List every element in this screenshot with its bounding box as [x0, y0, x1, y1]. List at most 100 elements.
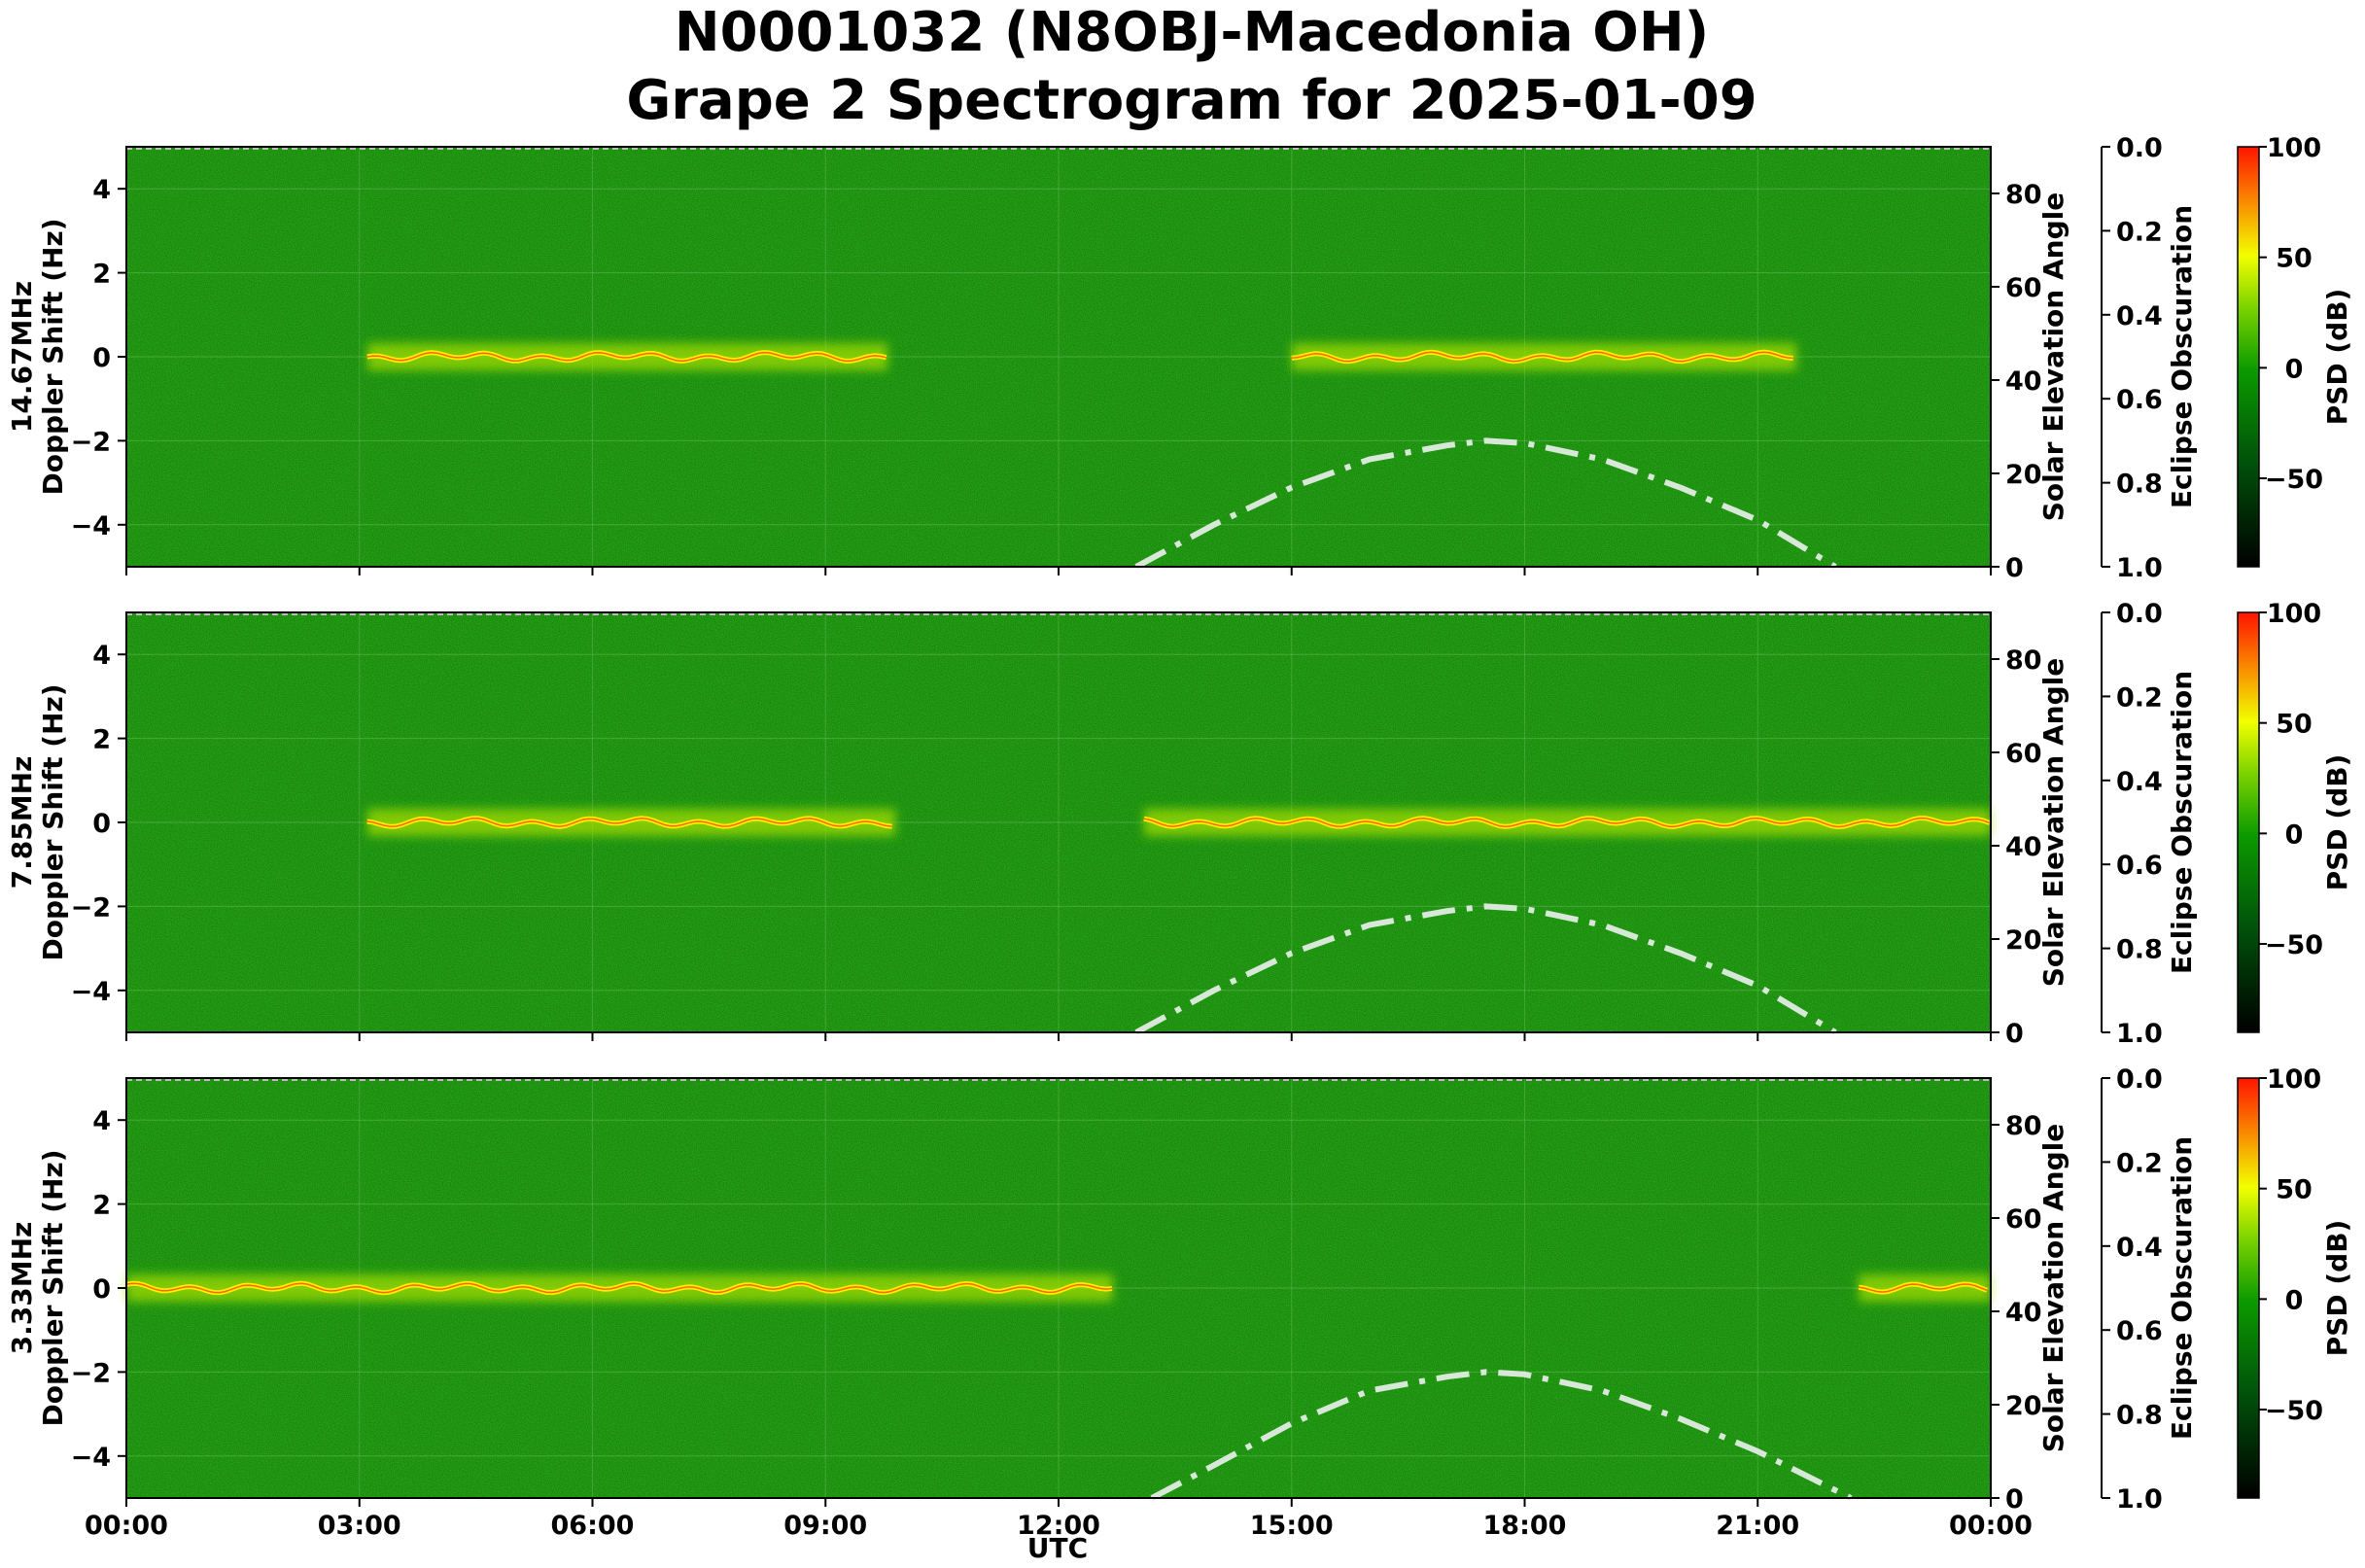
y-tick-label: −4 — [71, 1443, 111, 1473]
colorbar-label: PSD (dB) — [2321, 754, 2353, 891]
colorbar-label: PSD (dB) — [2321, 289, 2353, 426]
y-tick-label: 4 — [92, 641, 111, 671]
eclipse-obscuration-axis-label: Eclipse Obscuration — [2166, 1136, 2198, 1440]
panel-frequency-label: 3.33MHz — [6, 1222, 38, 1355]
solar-elevation-axis-label: Solar Elevation Angle — [2037, 1124, 2069, 1452]
y-tick-label: 0 — [92, 809, 111, 839]
spectrogram-panel-14.67MHz: −4 −2 0 2 4 14.67MHz Doppler Shift (Hz) 0 20 40 60… — [6, 133, 2353, 583]
elevation-tick-label: 80 — [2005, 180, 2042, 210]
eclipse-tick-label: 0.2 — [2116, 1148, 2163, 1178]
elevation-tick-label: 60 — [2005, 739, 2042, 769]
colorbar-tick-label: −50 — [2265, 1396, 2323, 1426]
colorbar-tick-label: 100 — [2267, 1064, 2321, 1095]
panel-frequency-label: 14.67MHz — [6, 281, 38, 433]
colorbar-tick-label: −50 — [2265, 930, 2323, 960]
carrier-trace-peak — [366, 351, 887, 363]
elevation-tick-label: 60 — [2005, 273, 2042, 303]
x-tick-label: 06:00 — [551, 1511, 635, 1541]
elevation-tick-label: 20 — [2005, 925, 2042, 956]
eclipse-tick-label: 1.0 — [2116, 1484, 2163, 1515]
eclipse-tick-label: 0.8 — [2116, 1401, 2163, 1431]
elevation-tick-label: 20 — [2005, 1391, 2042, 1421]
eclipse-tick-label: 0.0 — [2116, 599, 2163, 629]
eclipse-obscuration-axis-label: Eclipse Obscuration — [2166, 205, 2198, 508]
elevation-tick-label: 40 — [2005, 366, 2042, 397]
x-tick-label: 03:00 — [318, 1511, 401, 1541]
x-tick-label: 00:00 — [85, 1511, 168, 1541]
colorbar-tick-label: 0 — [2285, 1285, 2304, 1315]
colorbar-tick-label: 0 — [2285, 354, 2304, 384]
eclipse-tick-label: 0.4 — [2116, 767, 2163, 797]
eclipse-tick-label: 0.6 — [2116, 385, 2163, 415]
doppler-axis-label: Doppler Shift (Hz) — [37, 1149, 69, 1426]
eclipse-tick-label: 0.4 — [2116, 301, 2163, 331]
solar-elevation-curve — [1150, 1369, 1853, 1501]
elevation-tick-label: 40 — [2005, 832, 2042, 862]
psd-colorbar — [2237, 611, 2260, 1033]
y-tick-label: 2 — [92, 260, 111, 290]
carrier-trace-peak — [1858, 1283, 1988, 1293]
eclipse-tick-label: 0.0 — [2116, 1064, 2163, 1095]
solar-elevation-curve — [1134, 437, 1837, 570]
psd-colorbar — [2237, 1077, 2260, 1499]
y-tick-label: 2 — [92, 725, 111, 755]
eclipse-tick-label: 0.6 — [2116, 851, 2163, 881]
eclipse-tick-label: 0.8 — [2116, 935, 2163, 965]
eclipse-tick-label: 0.8 — [2116, 470, 2163, 500]
eclipse-tick-label: 0.6 — [2116, 1316, 2163, 1346]
elevation-tick-label: 20 — [2005, 460, 2042, 490]
y-tick-label: −2 — [71, 892, 111, 923]
colorbar-tick-label: 100 — [2267, 133, 2321, 163]
eclipse-tick-label: 1.0 — [2116, 553, 2163, 583]
x-tick-label: 18:00 — [1483, 1511, 1567, 1541]
x-tick-label: 15:00 — [1250, 1511, 1334, 1541]
colorbar-tick-label: 50 — [2276, 244, 2313, 274]
y-tick-label: −4 — [71, 511, 111, 541]
doppler-axis-label: Doppler Shift (Hz) — [37, 683, 69, 960]
colorbar-tick-label: 50 — [2276, 710, 2313, 740]
chart-title-line2: Grape 2 Spectrogram for 2025-01-09 — [626, 69, 1756, 132]
spectrogram-panel-7.85MHz: −4 −2 0 2 4 7.85MHz Doppler Shift (Hz) 0 20 40 60 8… — [6, 599, 2353, 1049]
colorbar-tick-label: 0 — [2285, 819, 2304, 850]
carrier-trace-peak — [125, 1282, 1113, 1294]
y-tick-label: 4 — [92, 175, 111, 205]
y-tick-label: 0 — [92, 343, 111, 373]
solar-elevation-axis-label: Solar Elevation Angle — [2037, 192, 2069, 521]
elevation-tick-label: 0 — [2005, 553, 2024, 583]
y-tick-label: −2 — [71, 427, 111, 457]
elevation-tick-label: 0 — [2005, 1019, 2024, 1049]
solar-elevation-curve — [1134, 903, 1837, 1035]
colorbar-tick-label: −50 — [2265, 465, 2323, 495]
elevation-tick-label: 60 — [2005, 1204, 2042, 1235]
eclipse-tick-label: 1.0 — [2116, 1019, 2163, 1049]
elevation-tick-label: 40 — [2005, 1298, 2042, 1328]
y-tick-label: 4 — [92, 1106, 111, 1136]
x-axis-label: UTC — [1027, 1532, 1088, 1564]
y-tick-label: −4 — [71, 977, 111, 1007]
eclipse-tick-label: 0.4 — [2116, 1233, 2163, 1263]
x-tick-label: 09:00 — [783, 1511, 867, 1541]
solar-elevation-axis-label: Solar Elevation Angle — [2037, 658, 2069, 987]
doppler-axis-label: Doppler Shift (Hz) — [37, 218, 69, 495]
elevation-tick-label: 80 — [2005, 1111, 2042, 1141]
x-tick-label: 21:00 — [1716, 1511, 1799, 1541]
y-tick-label: 0 — [92, 1274, 111, 1305]
x-tick-label: 00:00 — [1949, 1511, 2033, 1541]
carrier-trace-peak — [1143, 817, 1991, 828]
colorbar-tick-label: 50 — [2276, 1175, 2313, 1205]
psd-colorbar — [2237, 146, 2260, 568]
colorbar-label: PSD (dB) — [2321, 1220, 2353, 1357]
elevation-tick-label: 0 — [2005, 1484, 2024, 1515]
colorbar-tick-label: 100 — [2267, 599, 2321, 629]
eclipse-tick-label: 0.0 — [2116, 133, 2163, 163]
elevation-tick-label: 80 — [2005, 645, 2042, 676]
y-tick-label: 2 — [92, 1191, 111, 1221]
x-tick-label: 12:00 — [1017, 1511, 1100, 1541]
chart-title-line1: N0001032 (N8OBJ-Macedonia OH) — [675, 1, 1710, 64]
panel-frequency-label: 7.85MHz — [6, 756, 38, 889]
eclipse-tick-label: 0.2 — [2116, 217, 2163, 247]
carrier-trace-peak — [1291, 351, 1793, 363]
y-tick-label: −2 — [71, 1358, 111, 1388]
carrier-trace-peak — [366, 818, 892, 828]
